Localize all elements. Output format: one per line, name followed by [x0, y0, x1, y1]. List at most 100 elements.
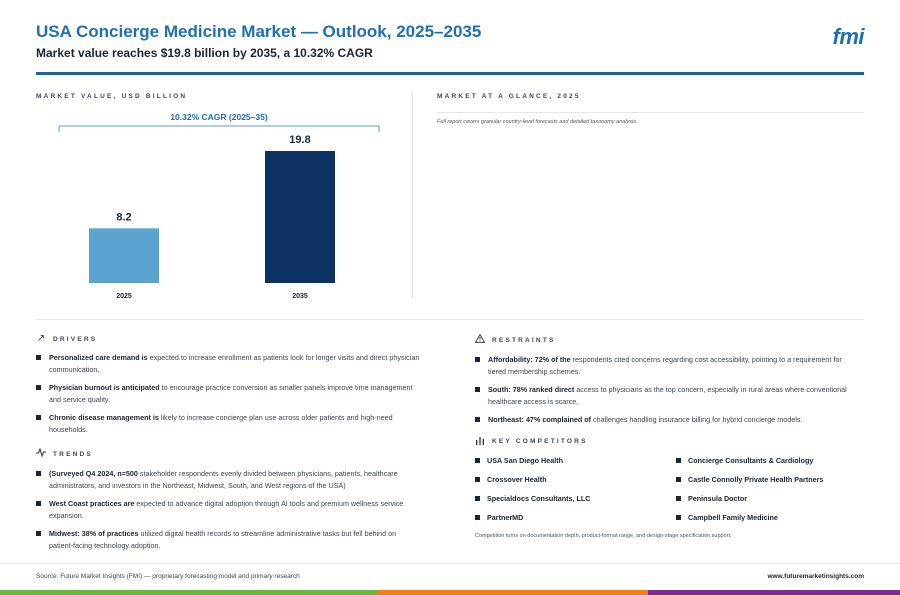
competitors-note: Competition turns on documentation depth…	[475, 532, 732, 539]
cagr-bracket: 10.32% CAGR (2025–35)	[58, 112, 380, 132]
item-lead: Chronic disease management is	[49, 413, 159, 422]
band-orange	[378, 590, 648, 595]
bullet-square-icon	[676, 514, 681, 520]
list-item: Affordability: 72% of the respondents ci…	[475, 354, 859, 377]
arrow-up-right-icon: ↗	[36, 333, 46, 344]
x-tick-label-2035: 2035	[292, 293, 308, 300]
list-item: Crossover Health	[475, 475, 676, 484]
market-value-label: MARKET VALUE, USD BILLION	[36, 93, 188, 100]
list-item: Northeast: 47% complained of challenges …	[475, 414, 859, 426]
bullet-square-icon	[36, 531, 41, 536]
data-label-2035: 19.8	[289, 134, 310, 146]
item-text: challenges handling insurance billing fo…	[591, 415, 803, 424]
list-item: West Coast practices are expected to adv…	[36, 498, 420, 521]
bullet-square-icon	[36, 355, 41, 360]
item-text: stakeholder respondents evenly divided b…	[49, 469, 398, 490]
band-purple	[648, 590, 900, 595]
page-title: USA Concierge Medicine Market — Outlook,…	[36, 22, 482, 41]
list-item: PartnerMD	[475, 513, 676, 522]
item-lead: Physician burnout is anticipated	[49, 383, 160, 392]
restraints-heading: RESTRAINTS	[474, 333, 859, 346]
trends-label: TRENDS	[53, 450, 93, 458]
competitor-name: Castle Connolly Private Health Partners	[688, 474, 824, 484]
list-item: Physician burnout is anticipated to enco…	[36, 382, 420, 405]
competitor-name: PartnerMD	[487, 512, 524, 522]
competitor-name: Crossover Health	[487, 474, 547, 484]
item-lead: Midwest: 38% of practices	[49, 529, 139, 538]
competitors-label: KEY COMPETITORS	[492, 438, 588, 445]
color-band	[0, 590, 900, 595]
competitors-list: USA San Diego Health Concierge Consultan…	[475, 456, 859, 522]
item-lead: Northeast: 47% complained of	[488, 415, 592, 424]
header-rule	[36, 72, 864, 75]
bullet-square-icon	[475, 357, 480, 362]
right-column: RESTRAINTS Affordability: 72% of the res…	[474, 333, 859, 539]
middle-rule	[36, 319, 864, 320]
bullet-square-icon	[36, 415, 41, 420]
list-item: Castle Connolly Private Health Partners	[676, 475, 876, 484]
competitor-name: Campbell Family Medicine	[688, 512, 778, 522]
bullet-square-icon	[36, 501, 41, 506]
glance-note: Full report covers granular country-leve…	[437, 119, 638, 125]
list-item: Chronic disease management is likely to …	[36, 412, 420, 435]
bullet-square-icon	[475, 476, 480, 482]
glance-rule	[437, 112, 864, 113]
list-item: Campbell Family Medicine	[676, 513, 876, 522]
bullet-square-icon	[475, 495, 480, 501]
competitor-name: Peninsula Doctor	[688, 493, 748, 503]
item-lead: West Coast practices are	[49, 499, 135, 508]
bullet-square-icon	[475, 514, 480, 520]
footer-rule	[0, 563, 900, 564]
band-green	[0, 590, 378, 595]
item-lead: Personalized care demand is	[49, 353, 148, 362]
cagr-label: 10.32% CAGR (2025–35)	[170, 112, 268, 122]
competitors-heading: KEY COMPETITORS	[475, 436, 859, 448]
bullet-square-icon	[36, 471, 41, 476]
list-item: USA San Diego Health	[475, 456, 676, 465]
source-note: Source: Future Market Insights (FMI) — p…	[36, 573, 300, 580]
fmi-logo: fmi	[832, 24, 865, 49]
item-lead: (Surveyed Q4 2024, n=500	[49, 469, 138, 478]
restraints-label: RESTRAINTS	[492, 336, 556, 344]
item-text: expected to advance digital adoption thr…	[49, 499, 404, 520]
bullet-square-icon	[676, 495, 681, 501]
bullet-square-icon	[475, 417, 480, 422]
competitor-name: Specialdocs Consultants, LLC	[487, 493, 591, 503]
drivers-label: DRIVERS	[53, 335, 98, 343]
list-item: Personalized care demand is expected to …	[36, 352, 420, 375]
bullet-square-icon	[676, 476, 681, 482]
list-item: Concierge Consultants & Cardiology	[676, 456, 876, 465]
data-label-2025: 8.2	[116, 211, 131, 223]
bullet-square-icon	[475, 387, 480, 392]
bar-2025	[89, 228, 159, 283]
competitor-name: Concierge Consultants & Cardiology	[688, 455, 814, 465]
bar-2035	[265, 151, 335, 283]
bullet-square-icon	[475, 457, 480, 463]
list-item: Specialdocs Consultants, LLC	[475, 494, 676, 503]
competitor-name: USA San Diego Health	[487, 455, 564, 465]
item-text: likely to increase concierge plan use ac…	[49, 413, 393, 434]
bar-chart-icon	[475, 436, 485, 448]
item-text: respondents cited concerns regarding cos…	[488, 355, 842, 376]
list-item: Peninsula Doctor	[676, 494, 876, 503]
left-column: ↗ DRIVERS Personalized care demand is ex…	[36, 334, 420, 558]
trends-heading: TRENDS	[36, 447, 420, 460]
item-lead: Affordability: 72% of the	[488, 355, 571, 364]
page-subtitle: Market value reaches $19.8 billion by 20…	[36, 46, 373, 60]
bullet-square-icon	[676, 457, 681, 463]
website-link[interactable]: www.futuremarketinsights.com	[767, 573, 864, 580]
item-text: to encourage practice conversion as smal…	[49, 383, 413, 404]
drivers-heading: ↗ DRIVERS	[36, 334, 420, 344]
market-glance-label: MARKET AT A GLANCE, 2025	[437, 93, 581, 100]
list-item: Midwest: 38% of practices utilized digit…	[36, 528, 420, 551]
list-item: South: 78% ranked direct access to physi…	[475, 384, 859, 407]
warning-triangle-icon	[474, 333, 486, 346]
item-text: expected to increase enrollment as patie…	[49, 353, 420, 374]
list-item: (Surveyed Q4 2024, n=500 stakeholder res…	[36, 468, 420, 491]
section-divider	[412, 92, 413, 298]
item-text: utilized digital health records to strea…	[49, 529, 397, 550]
restraints-list: Affordability: 72% of the respondents ci…	[475, 354, 859, 426]
market-value-chart: 10.32% CAGR (2025–35) 8.2 2025 19.8 2035	[58, 112, 380, 300]
item-lead: South: 78% ranked direct	[488, 385, 575, 394]
item-text: access to physicians as the top concern,…	[488, 385, 847, 406]
